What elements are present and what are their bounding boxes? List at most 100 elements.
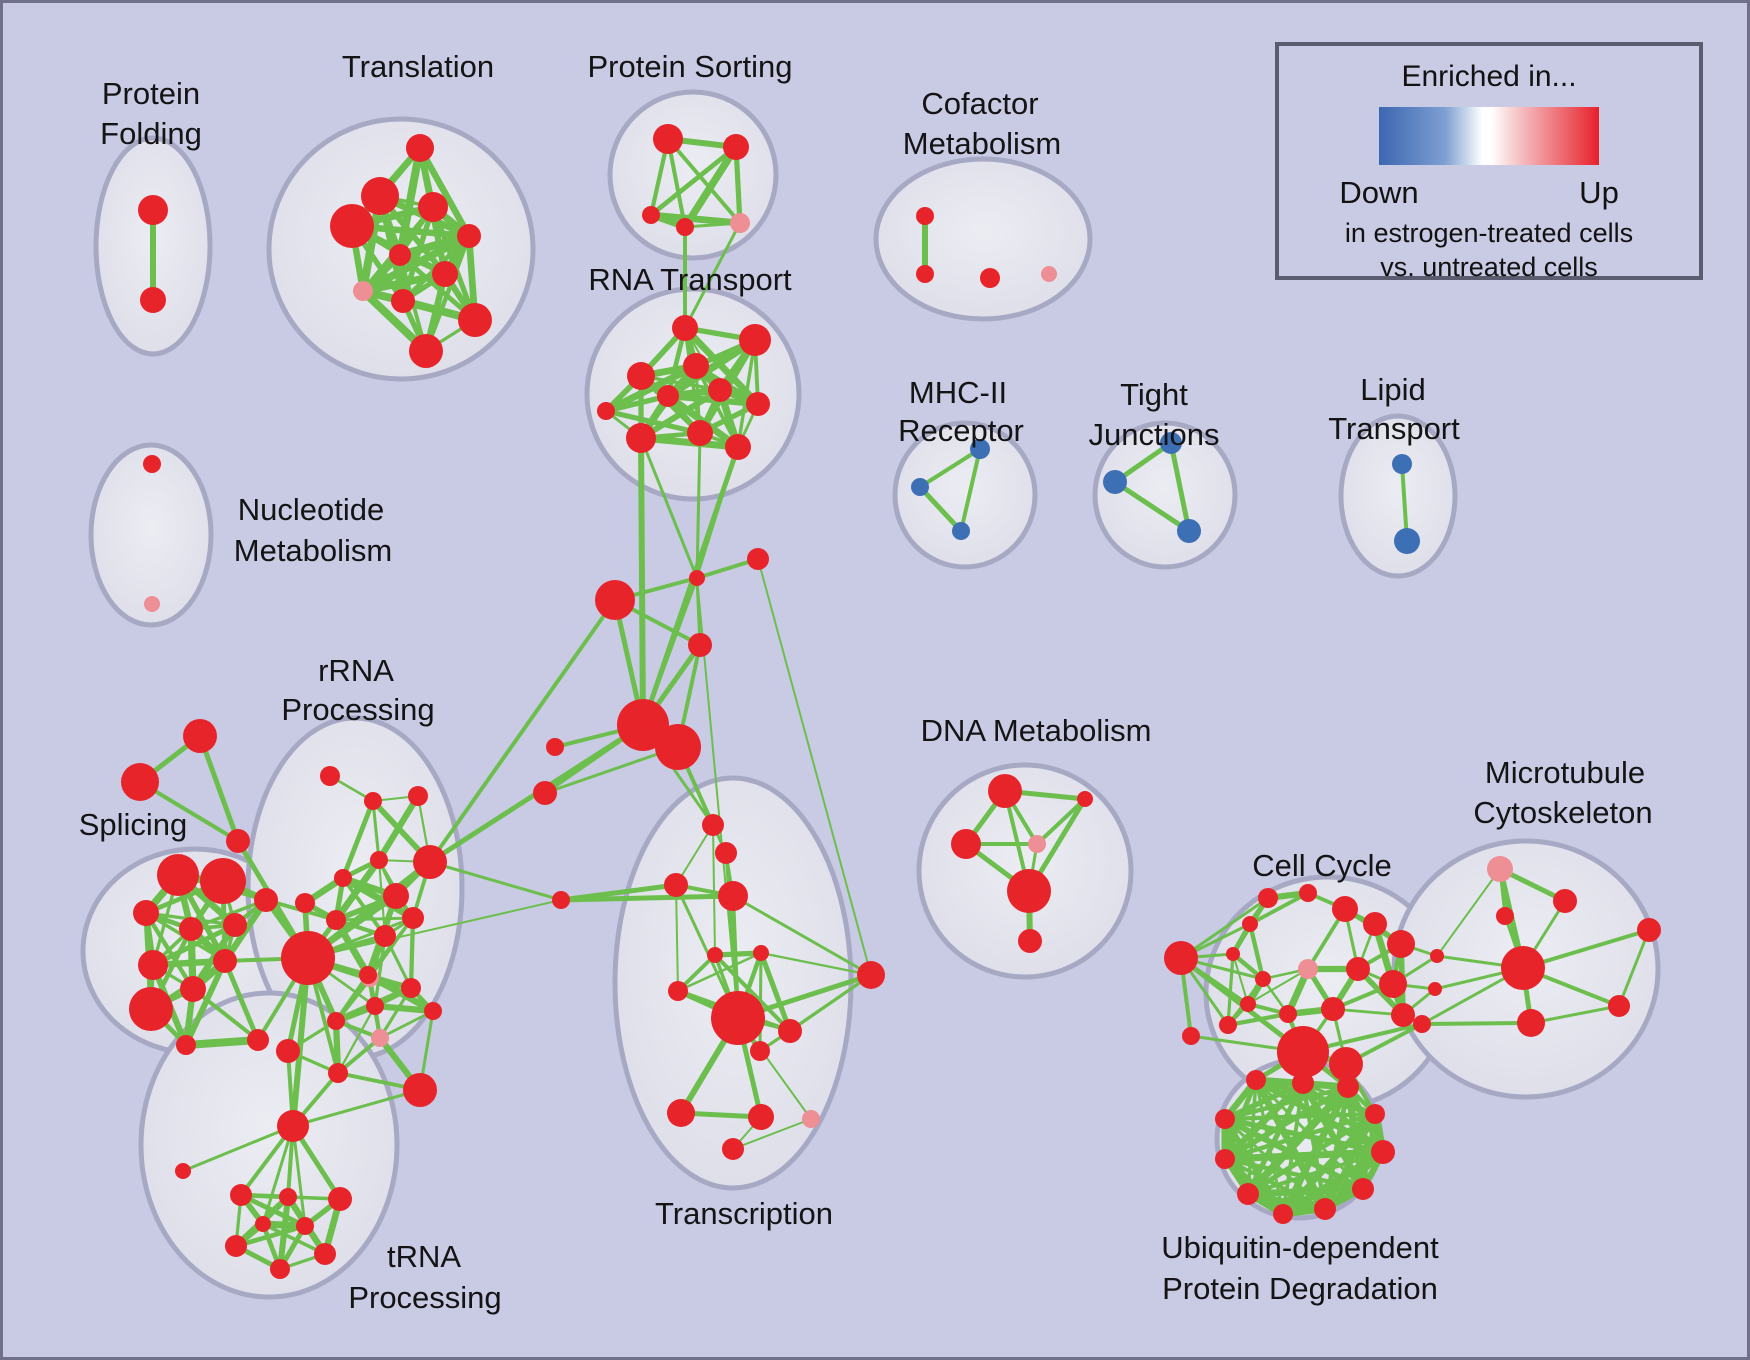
gene-set-node[interactable] xyxy=(664,873,688,897)
gene-set-node[interactable] xyxy=(718,881,748,911)
gene-set-node[interactable] xyxy=(157,854,199,896)
gene-set-node[interactable] xyxy=(295,893,315,913)
gene-set-node[interactable] xyxy=(138,195,168,225)
gene-set-node[interactable] xyxy=(688,633,712,657)
gene-set-node[interactable] xyxy=(403,1073,437,1107)
gene-set-node[interactable] xyxy=(667,1099,695,1127)
gene-set-node[interactable] xyxy=(223,913,247,937)
gene-set-node[interactable] xyxy=(653,124,683,154)
gene-set-node[interactable] xyxy=(1215,1109,1235,1129)
gene-set-node[interactable] xyxy=(1255,971,1271,987)
gene-set-node[interactable] xyxy=(391,289,415,313)
gene-set-node[interactable] xyxy=(1246,1070,1266,1090)
gene-set-node[interactable] xyxy=(689,570,705,586)
gene-set-node[interactable] xyxy=(739,324,771,356)
gene-set-node[interactable] xyxy=(626,423,656,453)
gene-set-node[interactable] xyxy=(143,455,161,473)
gene-set-node[interactable] xyxy=(366,997,384,1015)
gene-set-node[interactable] xyxy=(725,434,751,460)
gene-set-node[interactable] xyxy=(1018,929,1042,953)
gene-set-node[interactable] xyxy=(1391,1003,1415,1027)
gene-set-node[interactable] xyxy=(1160,432,1182,454)
gene-set-node[interactable] xyxy=(180,976,206,1002)
gene-set-node[interactable] xyxy=(1215,1149,1235,1169)
gene-set-node[interactable] xyxy=(1292,1072,1314,1094)
gene-set-node[interactable] xyxy=(753,945,769,961)
gene-set-node[interactable] xyxy=(1273,1204,1293,1224)
gene-set-node[interactable] xyxy=(1332,896,1358,922)
gene-set-node[interactable] xyxy=(330,204,374,248)
gene-set-node[interactable] xyxy=(389,244,411,266)
gene-set-node[interactable] xyxy=(676,218,694,236)
gene-set-node[interactable] xyxy=(279,1188,297,1206)
gene-set-node[interactable] xyxy=(1103,470,1127,494)
gene-set-node[interactable] xyxy=(140,287,166,313)
gene-set-node[interactable] xyxy=(597,402,615,420)
gene-set-node[interactable] xyxy=(687,420,713,446)
gene-set-node[interactable] xyxy=(1387,930,1415,958)
gene-set-node[interactable] xyxy=(595,580,635,620)
gene-set-node[interactable] xyxy=(546,738,564,756)
gene-set-node[interactable] xyxy=(1496,907,1514,925)
gene-set-node[interactable] xyxy=(406,134,434,162)
gene-set-node[interactable] xyxy=(424,1002,442,1020)
gene-set-node[interactable] xyxy=(970,439,990,459)
gene-set-node[interactable] xyxy=(748,1104,774,1130)
gene-set-node[interactable] xyxy=(353,281,373,301)
gene-set-node[interactable] xyxy=(1314,1198,1336,1220)
gene-set-node[interactable] xyxy=(1298,959,1318,979)
gene-set-node[interactable] xyxy=(371,1029,389,1047)
gene-set-node[interactable] xyxy=(1517,1009,1545,1037)
gene-set-node[interactable] xyxy=(1394,528,1420,554)
gene-set-node[interactable] xyxy=(144,596,160,612)
gene-set-node[interactable] xyxy=(711,991,765,1045)
gene-set-node[interactable] xyxy=(334,869,352,887)
gene-set-node[interactable] xyxy=(327,1012,345,1030)
gene-set-node[interactable] xyxy=(326,910,346,930)
gene-set-node[interactable] xyxy=(1077,791,1093,807)
gene-set-node[interactable] xyxy=(657,385,679,407)
gene-set-node[interactable] xyxy=(1258,888,1278,908)
gene-set-node[interactable] xyxy=(176,1035,196,1055)
gene-set-node[interactable] xyxy=(1240,996,1256,1012)
gene-set-node[interactable] xyxy=(281,931,335,985)
gene-set-node[interactable] xyxy=(1337,1076,1359,1098)
gene-set-node[interactable] xyxy=(552,891,570,909)
gene-set-node[interactable] xyxy=(747,548,769,570)
gene-set-node[interactable] xyxy=(374,925,396,947)
gene-set-node[interactable] xyxy=(708,378,732,402)
gene-set-node[interactable] xyxy=(1346,957,1370,981)
gene-set-node[interactable] xyxy=(230,1184,252,1206)
gene-set-node[interactable] xyxy=(328,1063,348,1083)
gene-set-node[interactable] xyxy=(175,1163,191,1179)
gene-set-node[interactable] xyxy=(1371,1140,1395,1164)
gene-set-node[interactable] xyxy=(254,888,278,912)
gene-set-node[interactable] xyxy=(857,961,885,989)
gene-set-node[interactable] xyxy=(642,206,660,224)
gene-set-node[interactable] xyxy=(707,947,723,963)
gene-set-node[interactable] xyxy=(683,353,709,379)
gene-set-node[interactable] xyxy=(668,981,688,1001)
gene-set-node[interactable] xyxy=(409,334,443,368)
gene-set-node[interactable] xyxy=(746,392,770,416)
gene-set-node[interactable] xyxy=(1608,995,1630,1017)
gene-set-node[interactable] xyxy=(402,907,424,929)
gene-set-node[interactable] xyxy=(1219,1016,1237,1034)
gene-set-node[interactable] xyxy=(314,1243,336,1265)
gene-set-node[interactable] xyxy=(458,303,492,337)
gene-set-node[interactable] xyxy=(133,900,159,926)
gene-set-node[interactable] xyxy=(702,814,724,836)
gene-set-node[interactable] xyxy=(730,213,750,233)
gene-set-node[interactable] xyxy=(296,1217,314,1235)
gene-set-node[interactable] xyxy=(121,763,159,801)
gene-set-node[interactable] xyxy=(988,774,1022,808)
gene-set-node[interactable] xyxy=(457,224,481,248)
gene-set-node[interactable] xyxy=(1365,1104,1385,1124)
gene-set-node[interactable] xyxy=(277,1110,309,1142)
gene-set-node[interactable] xyxy=(1379,970,1407,998)
gene-set-node[interactable] xyxy=(1553,889,1577,913)
gene-set-node[interactable] xyxy=(1177,519,1201,543)
gene-set-node[interactable] xyxy=(715,842,737,864)
gene-set-node[interactable] xyxy=(1226,947,1240,961)
gene-set-node[interactable] xyxy=(1028,835,1046,853)
